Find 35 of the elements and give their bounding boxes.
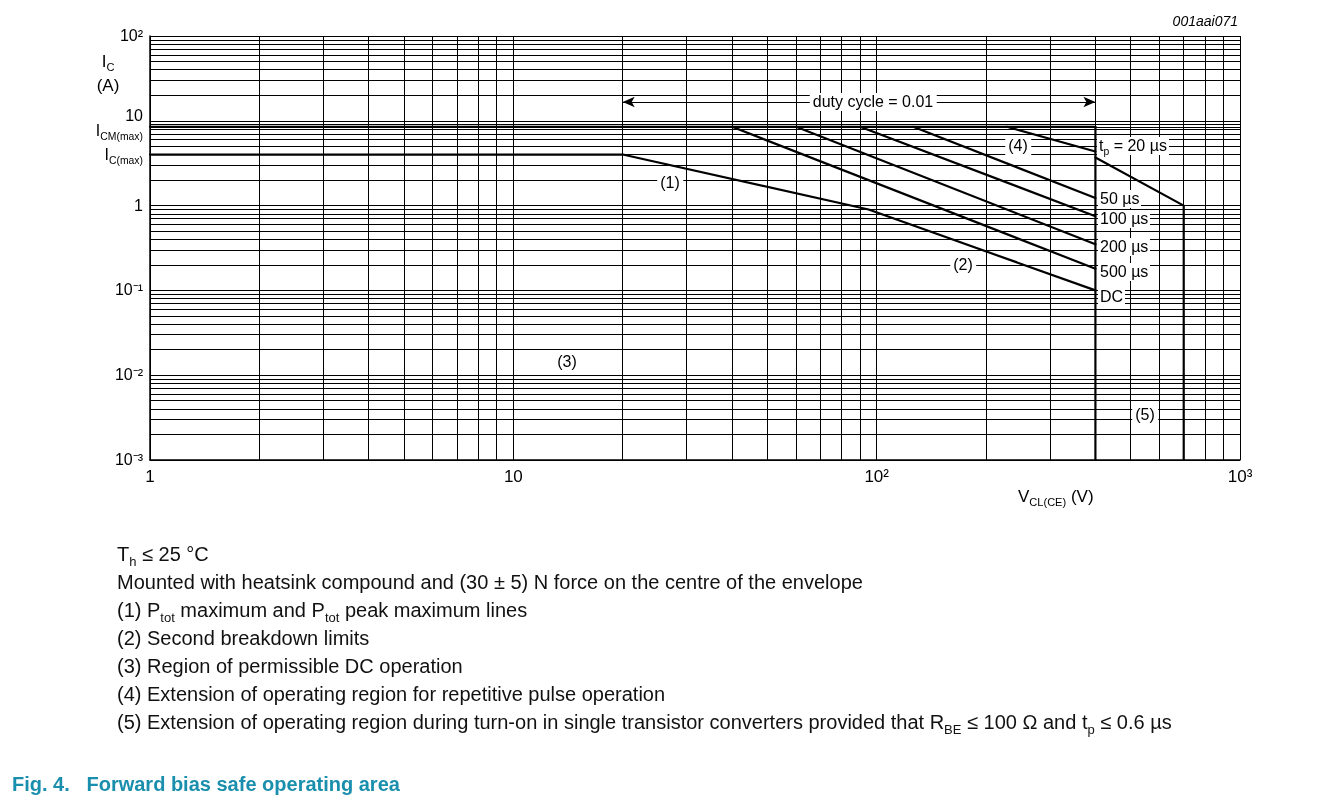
x-tick-label: 1: [145, 467, 155, 486]
text: Mounted with heatsink compound and (30 ± 5) N force on the centre of the envelope: [117, 570, 864, 595]
annotation: (3): [554, 353, 580, 371]
text: (1) P$_{tot}$ maximum and P$_{tot}$ peak maximum lines: [117, 598, 529, 625]
x-tick-label: 10: [503, 467, 523, 486]
text: (3) Region of permissible DC operation: [117, 654, 464, 679]
text: Fig. 4. Forward bias safe operating area: [12, 773, 400, 796]
annotation: t$_{p}$ = 20 µs: [1097, 137, 1169, 158]
y-tick-label: 10²: [119, 27, 143, 44]
y-tick-label: I$_{CM(max)}$: [95, 122, 143, 143]
text: (2) Second breakdown limits: [117, 626, 371, 651]
y-tick-label: 1: [134, 196, 143, 214]
y-tick-label: I$_{C(max)}$: [104, 145, 143, 166]
text: (5) Extension of operating region during turn-on in single transistor converters provided that R$_{BE}$ ≤ 100 Ω and t$_{p}$ ≤ 0.6 µs: [117, 710, 1173, 737]
annotation: (4): [1005, 137, 1031, 155]
text: (4) Extension of operating region for repetitive pulse operation: [117, 682, 667, 707]
annotation: 100 µs: [1098, 210, 1151, 228]
y-tick-label: 10: [125, 107, 143, 125]
annotation: 50 µs: [1098, 190, 1142, 208]
annotation: duty cycle = 0.01: [809, 93, 937, 111]
y-tick-label: 10⁻³: [114, 451, 143, 468]
y-tick-label: 10⁻²: [114, 366, 143, 384]
y-axis-title: I$_{C}$ (A): [95, 51, 121, 97]
annotation: DC: [1098, 288, 1126, 306]
x-tick-label: 10²: [864, 467, 890, 486]
y-tick-label: 10⁻¹: [114, 281, 143, 299]
annotation: (5): [1132, 406, 1158, 424]
x-axis-title: V$_{CL(CE)}$ (V): [1018, 487, 1094, 509]
text: T$_{h}$ ≤ 25 °C: [117, 542, 210, 569]
annotation: (2): [950, 256, 976, 274]
annotation: 200 µs: [1098, 238, 1151, 256]
text: 001aai071: [1172, 12, 1238, 30]
annotation: 500 µs: [1098, 263, 1151, 281]
annotation: (1): [657, 174, 683, 192]
x-tick-label: 10³: [1227, 467, 1253, 486]
